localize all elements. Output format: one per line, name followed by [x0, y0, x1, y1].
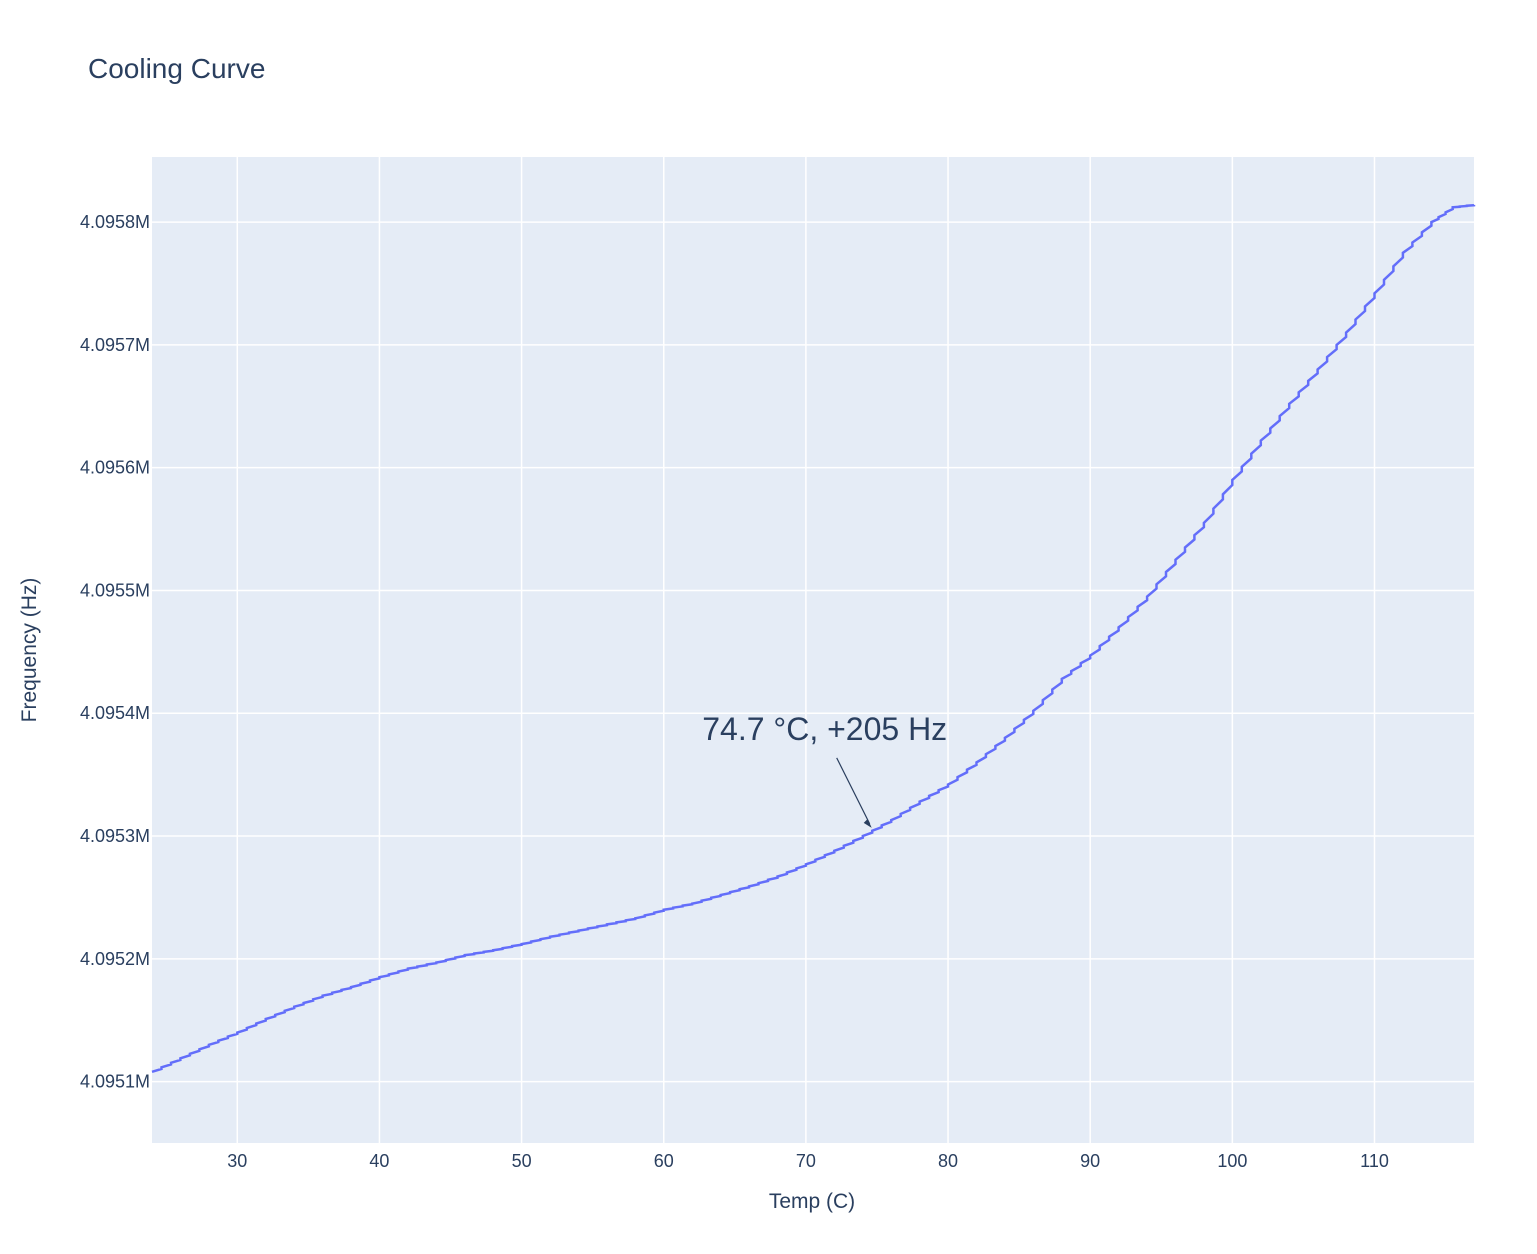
series-line	[151, 203, 1476, 1073]
x-tick-label: 30	[227, 1151, 247, 1171]
annotation: 74.7 °C, +205 Hz	[702, 711, 947, 828]
y-axis-title: Frequency (Hz)	[18, 578, 41, 723]
annotation-arrowhead	[863, 818, 872, 828]
y-gridlines	[152, 221, 1474, 1083]
x-tick-label: 70	[796, 1151, 816, 1171]
y-tick-labels: 4.0951M 4.0952M 4.0953M 4.0954M 4.0955M 4.095…	[80, 212, 150, 1092]
x-tick-label: 90	[1080, 1151, 1100, 1171]
x-tick-label: 50	[512, 1151, 532, 1171]
x-tick-labels: 30 40 50 60 70 80 90 100 110	[227, 1151, 1389, 1171]
x-tick-label: 100	[1217, 1151, 1247, 1171]
annotation-text: 74.7 °C, +205 Hz	[702, 711, 947, 747]
chart-title: Cooling Curve	[88, 53, 265, 84]
y-tick-label: 4.0957M	[80, 335, 150, 355]
x-tick-label: 80	[938, 1151, 958, 1171]
x-tick-label: 110	[1360, 1151, 1389, 1171]
y-tick-label: 4.0954M	[80, 703, 150, 723]
y-tick-label: 4.0956M	[80, 458, 150, 478]
y-tick-label: 4.0952M	[80, 949, 150, 969]
x-tick-label: 40	[369, 1151, 389, 1171]
x-axis-title: Temp (C)	[769, 1190, 855, 1213]
plot-area	[152, 157, 1474, 1143]
x-gridlines	[236, 157, 1376, 1143]
y-tick-label: 4.0951M	[80, 1072, 150, 1092]
x-tick-label: 60	[654, 1151, 674, 1171]
y-tick-label: 4.0955M	[80, 580, 150, 600]
y-tick-label: 4.0958M	[80, 212, 150, 232]
annotation-arrow-line	[836, 757, 871, 825]
y-tick-label: 4.0953M	[80, 826, 150, 846]
